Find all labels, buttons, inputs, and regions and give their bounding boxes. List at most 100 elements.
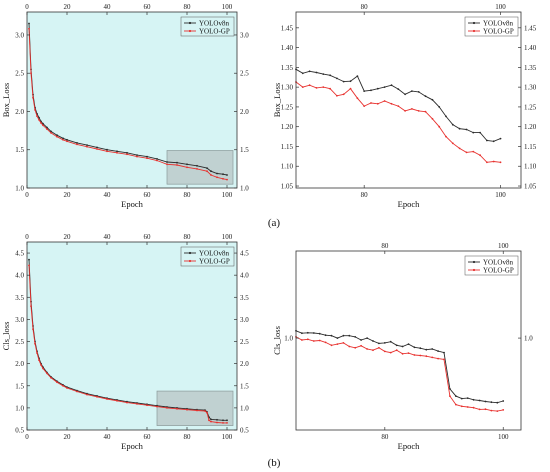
box-full-series-0-point bbox=[226, 174, 228, 176]
cls-full-ytick-right-label: 0.5 bbox=[240, 427, 249, 435]
caption-a: (a) bbox=[268, 217, 281, 229]
box-full-series-0-point bbox=[66, 138, 68, 141]
box-zoom-series-1-point bbox=[349, 87, 352, 90]
box-full-series-0-point bbox=[156, 158, 158, 160]
cls-full-series-1-point bbox=[50, 376, 52, 379]
box-full-series-0-point bbox=[86, 144, 88, 147]
box-zoom-ytick-right-label: 1.20 bbox=[524, 123, 537, 131]
cls-zoom-legend-label-1: YOLO-GP bbox=[483, 266, 514, 274]
box-full-xtick-top-label: 100 bbox=[222, 3, 233, 11]
cls-full-series-1-point bbox=[66, 387, 68, 389]
cls-zoom-series-1-point bbox=[312, 340, 315, 342]
box-zoom-series-1-point bbox=[363, 105, 366, 107]
cls-full-xlabel: Epoch bbox=[121, 441, 143, 451]
box-zoom-series-1-point bbox=[329, 87, 331, 90]
box-zoom-series-0-point bbox=[349, 80, 352, 83]
box-full-xtick-label: 0 bbox=[25, 191, 29, 199]
cls-zoom-series-0-point bbox=[419, 347, 422, 350]
cls-zoom-chart bbox=[295, 250, 522, 431]
cls-zoom-series-1-point bbox=[389, 351, 392, 354]
cls-full-series-1-point bbox=[42, 367, 44, 370]
cls-full-series-1-point bbox=[86, 393, 88, 396]
box-full-legend-marker-1 bbox=[188, 29, 192, 33]
box-full-series-0-point bbox=[222, 173, 224, 176]
cls-zoom-series-1-point bbox=[472, 406, 475, 409]
box-zoom-series-0-point bbox=[390, 84, 393, 87]
box-full-xlabel: Epoch bbox=[121, 199, 143, 209]
cls-zoom-series-0-point bbox=[348, 334, 351, 337]
cls-full-series-1-point bbox=[126, 401, 128, 404]
box-zoom-series-0-point bbox=[417, 91, 420, 93]
cls-zoom-series-1-point bbox=[318, 339, 321, 342]
cls-full-ylabel: Cls_loss bbox=[1, 322, 11, 351]
cls-full-ytick-right-label: 1.0 bbox=[240, 404, 249, 412]
box-zoom-ytick-right-label: 1.30 bbox=[524, 84, 537, 92]
cls-full-chart bbox=[26, 241, 238, 431]
box-zoom-series-1-point bbox=[438, 125, 441, 128]
cls-zoom-ylabel: Cls_loss bbox=[272, 326, 282, 355]
cls-zoom-series-1-point bbox=[484, 408, 487, 411]
box-full-series-1-point bbox=[116, 151, 118, 154]
box-full-series-0-point bbox=[116, 150, 118, 153]
box-zoom-series-1-point bbox=[465, 151, 468, 154]
cls-full-series-1-point bbox=[226, 422, 228, 424]
cls-zoom-series-0-point bbox=[449, 388, 451, 390]
box-zoom-ytick-label: 1.25 bbox=[281, 103, 294, 111]
box-full-series-1-point bbox=[38, 119, 40, 121]
cls-full-series-1-point bbox=[30, 305, 32, 307]
box-zoom-series-1-point bbox=[370, 102, 372, 104]
cls-zoom-series-0-point bbox=[490, 401, 493, 404]
cls-zoom-series-0-point bbox=[425, 348, 428, 351]
cls-zoom-series-0-point bbox=[472, 398, 475, 401]
box-full-series-1-point bbox=[30, 72, 32, 75]
cls-zoom-series-1-point bbox=[466, 406, 469, 408]
box-zoom-series-0-point bbox=[499, 137, 502, 140]
cls-zoom-series-1-point bbox=[354, 346, 357, 349]
cls-zoom-ytick-label: 1.0 bbox=[284, 335, 293, 343]
box-full-series-0-point bbox=[196, 164, 198, 167]
cls-full-series-1-point bbox=[206, 411, 208, 414]
cls-full-series-1-point bbox=[28, 264, 30, 267]
cls-full-series-1-point bbox=[34, 342, 36, 345]
box-full-series-1-point bbox=[76, 143, 78, 146]
box-full-series-0-point bbox=[76, 142, 78, 144]
cls-zoom-series-1-point bbox=[360, 344, 362, 347]
box-full-series-1-point bbox=[50, 132, 52, 134]
cls-zoom-series-0-point bbox=[455, 395, 457, 397]
cls-zoom-series-1-point bbox=[342, 342, 345, 344]
box-zoom-series-1-point bbox=[486, 161, 488, 164]
cls-zoom-series-0-point bbox=[460, 397, 463, 400]
box-full-series-1-point bbox=[176, 164, 178, 166]
cls-full-ytick-right-label: 3.5 bbox=[240, 294, 249, 302]
box-zoom-series-0-point bbox=[451, 123, 454, 126]
cls-zoom-series-0-point bbox=[496, 401, 499, 404]
cls-full-xtick-top-label: 0 bbox=[25, 233, 29, 241]
cls-full-series-0-point bbox=[222, 419, 224, 422]
box-full-series-1-point bbox=[62, 138, 64, 141]
cls-full-series-1-point bbox=[116, 399, 118, 402]
box-full-xtick-label: 20 bbox=[64, 191, 72, 199]
cls-full-series-0-point bbox=[216, 418, 218, 421]
cls-full-xtick-top-label: 80 bbox=[184, 233, 192, 241]
box-zoom-ytick-right-label: 1.35 bbox=[524, 64, 537, 72]
cls-zoom-series-0-point bbox=[484, 400, 487, 403]
box-zoom-series-0-point bbox=[370, 89, 372, 92]
box-full-series-1-point bbox=[96, 148, 98, 150]
cls-full-series-1-point bbox=[156, 405, 158, 408]
cls-full-legend-marker-1 bbox=[188, 259, 192, 263]
box-zoom-series-0-point bbox=[445, 115, 447, 118]
box-zoom-series-1-point bbox=[397, 105, 400, 107]
cls-full-series-0-point bbox=[28, 258, 30, 261]
box-full-series-0-point bbox=[126, 151, 128, 154]
box-full-series-0-point bbox=[28, 22, 30, 25]
cls-full-series-1-point bbox=[38, 359, 40, 361]
cls-full-series-1-point bbox=[136, 403, 138, 405]
cls-zoom-series-0-point bbox=[383, 342, 386, 344]
cls-zoom-series-1-point bbox=[372, 349, 374, 352]
box-full-xtick-label: 80 bbox=[184, 191, 192, 199]
cls-full-series-1-point bbox=[208, 419, 210, 422]
box-zoom-series-1-point bbox=[315, 87, 318, 89]
box-zoom-ytick-right-label: 1.15 bbox=[524, 143, 537, 151]
cls-full-xtick-top-label: 20 bbox=[64, 233, 72, 241]
box-zoom-series-0-point bbox=[479, 131, 481, 134]
